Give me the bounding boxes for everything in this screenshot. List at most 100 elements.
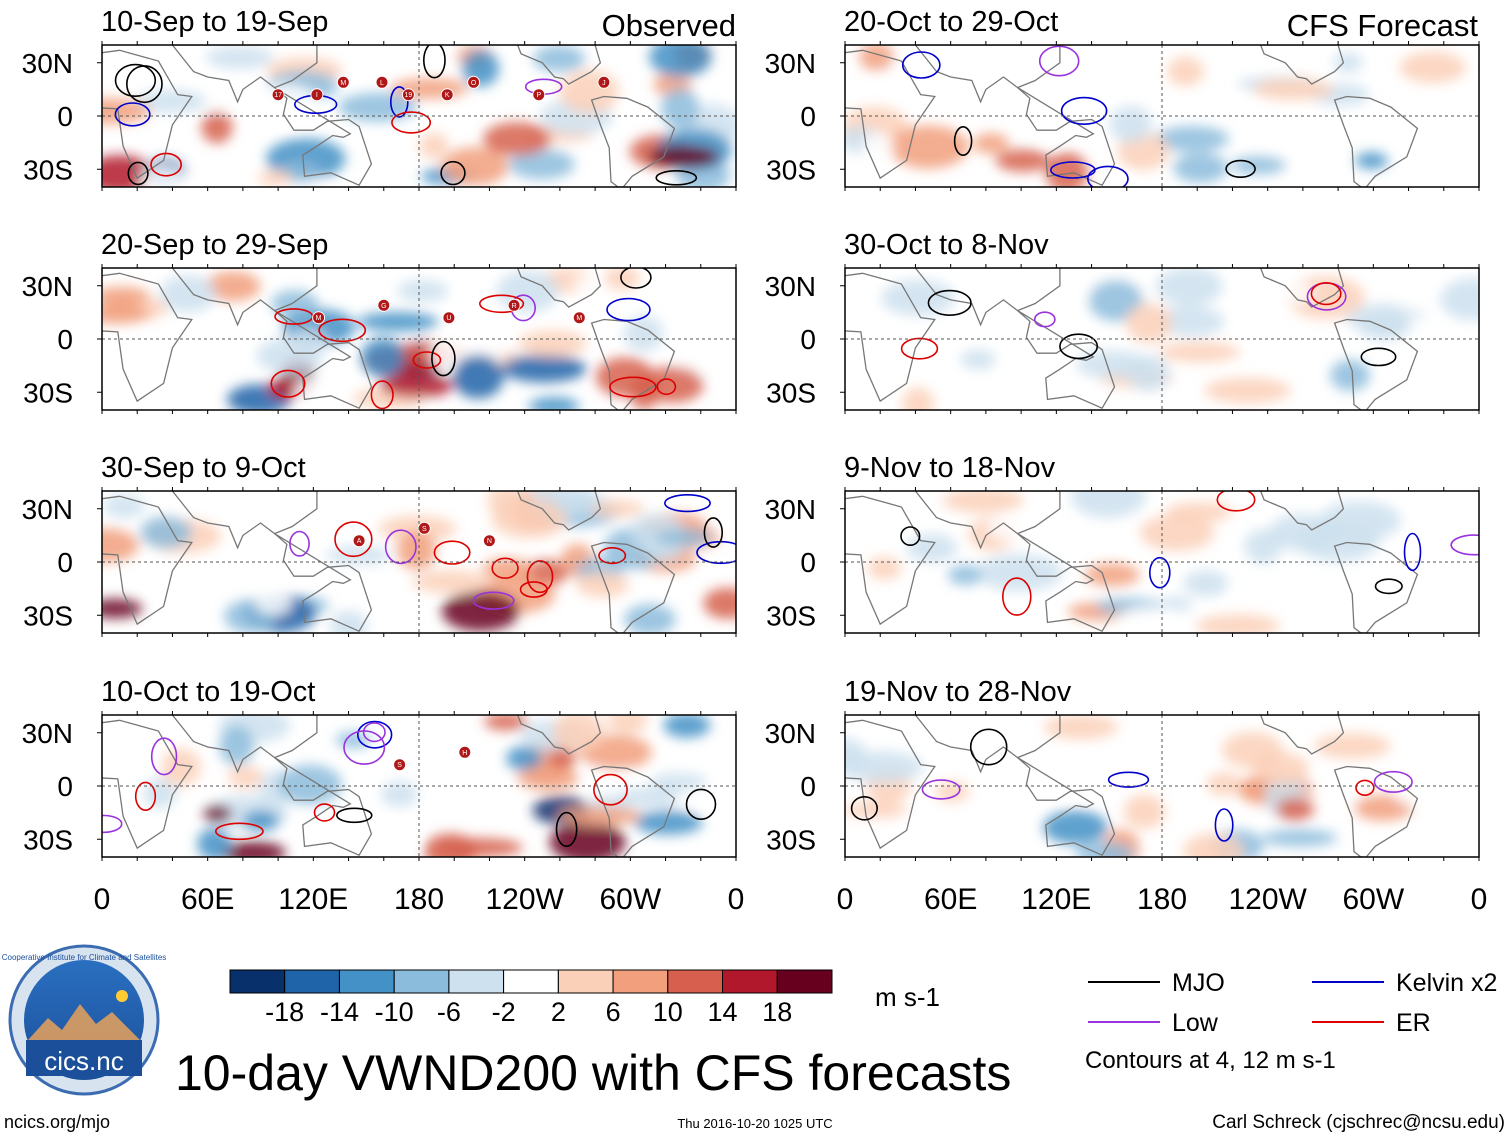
anomaly-blob	[250, 83, 320, 124]
footer-center: Thu 2016-10-20 1025 UTC	[677, 1116, 832, 1131]
x-tick-label: 120E	[1021, 883, 1091, 916]
contour-line	[334, 521, 373, 558]
contour-line	[1060, 96, 1108, 125]
y-tick-label: 0	[57, 101, 73, 132]
y-tick-label: 30S	[766, 377, 816, 408]
colorbar-label: -18	[265, 997, 304, 1027]
contour-line	[620, 268, 652, 289]
contour-line	[593, 773, 628, 806]
anomaly-blob	[517, 766, 579, 791]
panel-period-title: 30-Oct to 8-Nov	[844, 229, 1049, 261]
anomaly-blob	[881, 279, 955, 316]
y-tick-label: 30N	[765, 271, 816, 302]
anomaly-blob	[201, 111, 233, 144]
continent-outline	[1017, 87, 1116, 187]
anomaly-blob	[161, 748, 201, 787]
continent-outline	[845, 495, 936, 626]
colorbar-swatch	[284, 969, 340, 994]
contour-line	[901, 51, 941, 79]
anomaly-blob	[1314, 733, 1391, 759]
anomaly-blob	[1183, 570, 1228, 597]
anomaly-blob	[1231, 155, 1287, 175]
figure-title: 10-day VWND200 with CFS forecasts	[175, 1045, 1011, 1101]
colorbar-label: -2	[492, 997, 516, 1027]
anomaly-blob	[663, 715, 711, 738]
footer-right: Carl Schreck (cjschrec@ncsu.edu)	[1212, 1112, 1505, 1133]
anomaly-blob	[1043, 810, 1108, 845]
y-tick-label: 30S	[23, 154, 73, 185]
continent-outline	[274, 87, 373, 187]
contour-line	[655, 170, 698, 186]
colorbar-label: -14	[320, 997, 359, 1027]
anomaly-shading	[867, 491, 1479, 633]
contour-line	[609, 376, 657, 398]
contour-line	[313, 803, 336, 822]
colorbar-swatch	[722, 969, 778, 994]
y-tick-label: 0	[57, 547, 73, 578]
contour-line	[921, 779, 961, 800]
anomaly-blob	[1155, 268, 1224, 307]
map-panel: 17 M 19 O P J I L K 10-Sep to 19-Sep 30N 0 30S	[22, 6, 737, 191]
anomaly-blob	[205, 271, 261, 302]
anomaly-blob	[140, 165, 184, 187]
contour-line	[114, 102, 151, 127]
contour-line	[384, 529, 417, 565]
contour-line	[1001, 577, 1032, 616]
colorbar-label: 14	[707, 997, 737, 1027]
panel-period-title: 20-Sep to 29-Sep	[101, 229, 328, 261]
anomaly-blob	[1261, 829, 1338, 847]
anomaly-blob	[387, 825, 418, 857]
continent-outline	[102, 272, 193, 403]
anomaly-blob	[552, 715, 605, 752]
anomaly-blob	[419, 132, 449, 160]
contour-line	[127, 161, 149, 186]
contour-line	[1059, 333, 1099, 360]
continent-outline	[1333, 765, 1419, 857]
anomaly-blob	[976, 554, 1063, 592]
anomaly-blob	[1106, 56, 1163, 76]
anomaly-blob	[1158, 341, 1241, 363]
anomaly-blob	[1394, 787, 1428, 805]
anomaly-blob	[1167, 56, 1204, 87]
contour-line	[150, 152, 183, 177]
contour-line	[423, 45, 446, 79]
anomaly-blob	[483, 715, 528, 731]
contour-line	[440, 160, 466, 186]
contour-line	[969, 728, 1008, 766]
contour-line	[362, 722, 386, 743]
logo-text: cics.nc	[44, 1046, 123, 1076]
contour-line	[1360, 347, 1397, 367]
storm-marker-label: P	[536, 92, 541, 99]
anomaly-blob	[338, 92, 417, 122]
anomaly-blob	[1070, 491, 1146, 518]
storm-marker	[597, 75, 611, 89]
anomaly-blob	[960, 349, 996, 370]
y-tick-label: 0	[800, 324, 816, 355]
anomaly-blob	[901, 387, 935, 410]
map-panel: 30-Oct to 8-Nov 30N 0 30S	[765, 229, 1480, 414]
contour-line	[1087, 165, 1129, 187]
continent-outline	[1333, 95, 1419, 187]
storm-marker	[377, 298, 391, 312]
contour-line	[125, 65, 163, 104]
anomaly-blob	[220, 841, 286, 857]
continent-outline	[590, 95, 676, 187]
anomaly-blob	[1125, 302, 1172, 344]
units-label: m s-1	[875, 982, 940, 1012]
anomaly-blob	[1115, 606, 1190, 633]
anomaly-blob	[508, 149, 575, 180]
storm-marker-label: I	[316, 92, 318, 99]
continent-outline	[1017, 533, 1116, 633]
contour-line	[1225, 159, 1256, 178]
anomaly-blob	[1195, 614, 1280, 633]
y-tick-label: 30S	[766, 824, 816, 855]
contour-line	[1038, 45, 1080, 77]
anomaly-blob	[1276, 283, 1315, 304]
anomaly-blob	[641, 366, 704, 403]
y-tick-label: 30S	[766, 600, 816, 631]
storm-marker-label: R	[512, 303, 517, 310]
contour-line	[289, 530, 310, 557]
anomaly-blob	[277, 764, 342, 805]
anomaly-blob	[242, 810, 280, 831]
colorbar-swatch	[612, 969, 669, 994]
